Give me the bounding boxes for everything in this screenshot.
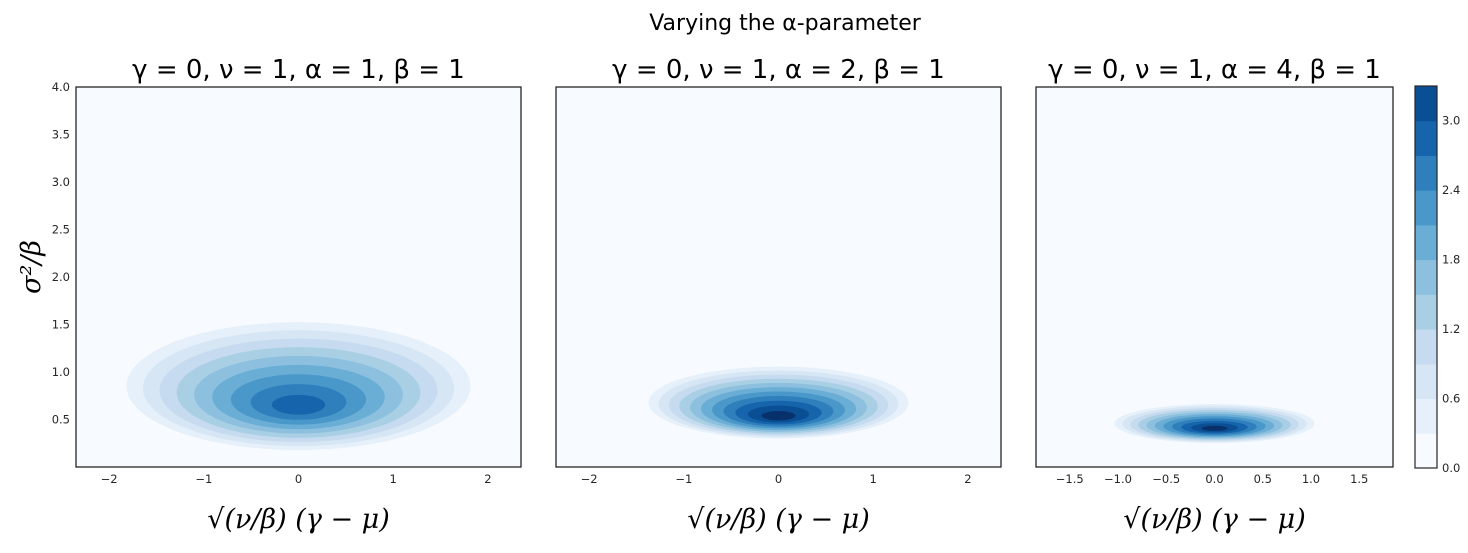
colorbar-band xyxy=(1415,224,1437,261)
colorbar-tick-label: 1.8 xyxy=(1442,253,1460,267)
x-axis-label: √(ν/β) (γ − μ) xyxy=(1123,504,1306,535)
x-tick-label: 1 xyxy=(870,472,877,486)
x-tick-label: −2 xyxy=(581,472,598,486)
y-tick-label: 0.5 xyxy=(52,413,70,427)
colorbar-band xyxy=(1415,259,1437,295)
plot-frame xyxy=(75,86,522,468)
colorbar-tick-label: 0.6 xyxy=(1442,392,1460,406)
x-tick-label: 0.5 xyxy=(1254,472,1272,486)
x-axis-label: √(ν/β) (γ − μ) xyxy=(207,504,390,535)
chart-panel-3: γ = 0, ν = 1, α = 4, β = 1 −1.5 −1.0 −0.5 0.… xyxy=(1035,55,1394,535)
x-tick-label: 0 xyxy=(295,472,302,486)
contour-fills xyxy=(126,322,471,451)
x-tick-label: −0.5 xyxy=(1152,472,1180,486)
x-tick-label: 0.0 xyxy=(1205,472,1223,486)
colorbar-frame xyxy=(1414,85,1438,469)
colorbar-band xyxy=(1415,120,1437,156)
x-tick-label: 2 xyxy=(484,472,491,486)
contour-fills xyxy=(648,366,909,439)
colorbar-band xyxy=(1415,433,1437,469)
panels: γ = 0, ν = 1, α = 1, β = 1 −2 −1 0 1 2 0.5 1.0 1… xyxy=(16,55,1394,535)
colorbar-band xyxy=(1415,86,1437,122)
panel-title: γ = 0, ν = 1, α = 4, β = 1 xyxy=(1048,55,1381,85)
contour-fills xyxy=(1114,404,1315,443)
panel-title: γ = 0, ν = 1, α = 1, β = 1 xyxy=(132,55,465,85)
chart-title: γ = 0, ν = 1, α = 4, β = 1 xyxy=(1048,55,1381,85)
plot-frame xyxy=(555,86,1002,468)
x-tick-label: 2 xyxy=(964,472,971,486)
x-tick-label: −2 xyxy=(101,472,118,486)
chart-panel-2: γ = 0, ν = 1, α = 2, β = 1 −2 −1 0 1 2 √(ν/β) … xyxy=(555,55,1002,535)
x-tick-label: 1 xyxy=(390,472,397,486)
y-tick-label: 2.5 xyxy=(52,223,70,237)
colorbar-band xyxy=(1415,329,1437,365)
y-axis-label: σ²/β xyxy=(16,240,47,294)
y-tick-label: 3.5 xyxy=(52,128,70,142)
y-tick-label: 3.0 xyxy=(52,175,70,189)
y-tick-label: 4.0 xyxy=(52,80,70,94)
contour-level-11 xyxy=(761,410,796,421)
colorbar-tick-label: 2.4 xyxy=(1442,183,1460,197)
y-tick-label: 2.0 xyxy=(52,270,70,284)
colorbar-band xyxy=(1415,190,1437,226)
contour-level-11 xyxy=(1201,425,1228,431)
x-tick-label: −1 xyxy=(675,472,692,486)
chart-title: γ = 0, ν = 1, α = 1, β = 1 xyxy=(132,55,465,85)
plot-background xyxy=(1036,87,1393,467)
chart-title: γ = 0, ν = 1, α = 2, β = 1 xyxy=(612,55,945,85)
colorbar-tick-label: 0.0 xyxy=(1442,461,1460,475)
panel-title: γ = 0, ν = 1, α = 2, β = 1 xyxy=(612,55,945,85)
x-tick-label: 1.0 xyxy=(1302,472,1320,486)
colorbar-band xyxy=(1415,294,1437,330)
x-tick-label: 1.5 xyxy=(1350,472,1368,486)
x-tick-label: 0 xyxy=(775,472,782,486)
colorbar-band xyxy=(1415,363,1437,400)
x-tick-label: −1.0 xyxy=(1104,472,1132,486)
colorbar-tick-label: 1.2 xyxy=(1442,322,1460,336)
colorbar: 0.0 0.6 1.2 1.8 2.4 3.0 xyxy=(1414,85,1460,475)
x-axis-label: √(ν/β) (γ − μ) xyxy=(687,504,870,535)
figure-suptitle: Varying the α-parameter xyxy=(649,11,922,36)
contour-level-9 xyxy=(271,394,326,415)
x-tick-label: −1 xyxy=(195,472,212,486)
colorbar-tick-label: 3.0 xyxy=(1442,114,1460,128)
chart-panel-1: γ = 0, ν = 1, α = 1, β = 1 −2 −1 0 1 2 0.5 1.0 1… xyxy=(16,55,522,535)
y-tick-label: 1.5 xyxy=(52,318,70,332)
colorbar-band xyxy=(1415,398,1437,434)
x-tick-label: −1.5 xyxy=(1056,472,1084,486)
y-tick-label: 1.0 xyxy=(52,365,70,379)
plot-frame xyxy=(1035,86,1394,468)
colorbar-band xyxy=(1415,155,1437,191)
